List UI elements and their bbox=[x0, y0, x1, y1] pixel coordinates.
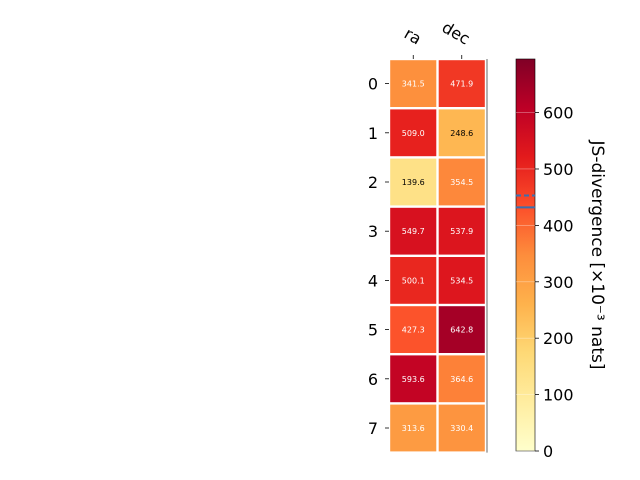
heatmap-cell-label: 593.6 bbox=[402, 375, 425, 384]
colorbar-tick-label: 100 bbox=[543, 386, 574, 405]
row-label: 0 bbox=[368, 75, 378, 94]
heatmap-cell-label: 549.7 bbox=[402, 227, 425, 236]
colorbar-ticks: 0 100 200 300 400 500 600 bbox=[516, 104, 574, 461]
heatmap-cell-labels: 341.5 471.9 509.0 248.6 139.6 354.5 549.7 537.9… bbox=[402, 80, 473, 433]
heatmap-cell bbox=[438, 257, 485, 304]
heatmap-cell-label: 509.0 bbox=[402, 129, 425, 138]
column-label: dec bbox=[439, 18, 473, 49]
colorbar-tick-label: 500 bbox=[543, 160, 574, 179]
heatmap-cell-label: 248.6 bbox=[450, 129, 473, 138]
colorbar-markers bbox=[516, 194, 535, 209]
heatmap-cell-label: 354.5 bbox=[450, 178, 473, 187]
row-label: 1 bbox=[368, 124, 378, 143]
heatmap-cell-label: 642.8 bbox=[450, 326, 473, 335]
heatmap-row-labels: 0 1 2 3 4 5 6 7 bbox=[368, 75, 389, 438]
heatmap-cell bbox=[438, 355, 485, 403]
heatmap-cell-label: 427.3 bbox=[402, 326, 425, 335]
colorbar-tick-label: 600 bbox=[543, 104, 574, 123]
heatmap-cell bbox=[390, 60, 437, 107]
colorbar: 0 100 200 300 400 500 600 bbox=[515, 58, 574, 461]
heatmap-cell bbox=[438, 207, 485, 255]
heatmap-cell bbox=[390, 355, 437, 403]
heatmap-cell-label: 500.1 bbox=[402, 276, 425, 285]
heatmap-cells bbox=[390, 59, 488, 453]
heatmap-cell bbox=[438, 306, 485, 353]
colorbar-tick-label: 0 bbox=[543, 442, 553, 461]
row-label: 5 bbox=[368, 321, 378, 340]
heatmap-cell bbox=[390, 306, 437, 353]
heatmap-cell-label: 471.9 bbox=[450, 80, 473, 89]
heatmap-column-labels: ra dec bbox=[401, 18, 473, 59]
heatmap-cell bbox=[390, 109, 437, 157]
heatmap-cell-label: 313.6 bbox=[402, 424, 425, 433]
colorbar-tick-label: 400 bbox=[543, 216, 574, 235]
heatmap-cell-label: 139.6 bbox=[402, 178, 425, 187]
colorbar-label: JS-divergence [×10⁻³ nats] bbox=[587, 140, 607, 370]
heatmap-cell bbox=[438, 60, 485, 107]
heatmap-cell bbox=[390, 404, 437, 452]
heatmap-cell bbox=[390, 158, 437, 206]
heatmap-cell bbox=[390, 257, 437, 304]
heatmap-cell-label: 537.9 bbox=[450, 227, 473, 236]
row-label: 2 bbox=[368, 173, 378, 192]
row-label: 6 bbox=[368, 370, 378, 389]
heatmap-cell bbox=[390, 207, 437, 255]
heatmap-cell-label: 341.5 bbox=[402, 80, 425, 89]
heatmap-cell-label: 534.5 bbox=[450, 276, 473, 285]
colorbar-tick-label: 300 bbox=[543, 273, 574, 292]
row-label: 3 bbox=[368, 222, 378, 241]
heatmap-cell-label: 330.4 bbox=[450, 424, 473, 433]
colorbar-tick-label: 200 bbox=[543, 329, 574, 348]
heatmap-cell bbox=[438, 158, 485, 206]
row-label: 7 bbox=[368, 419, 378, 438]
column-label: ra bbox=[401, 24, 425, 49]
colorbar-gradient bbox=[515, 58, 536, 452]
heatmap-cell bbox=[438, 404, 485, 452]
heatmap-cell-label: 364.6 bbox=[450, 375, 473, 384]
row-label: 4 bbox=[368, 271, 378, 290]
heatmap-cell bbox=[438, 109, 485, 157]
